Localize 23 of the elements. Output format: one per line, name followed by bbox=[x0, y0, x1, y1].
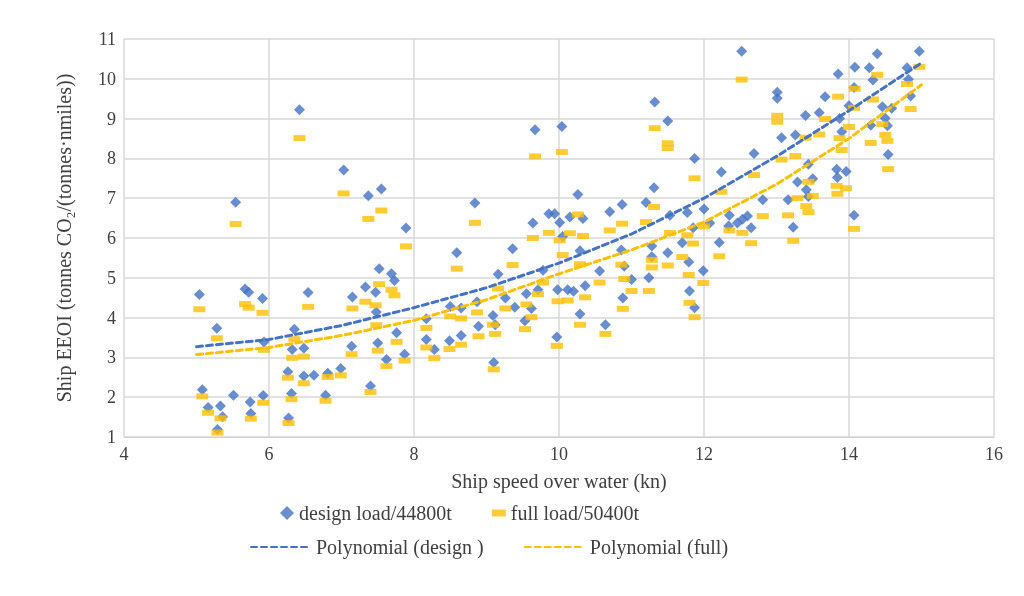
y-tick-label: 7 bbox=[107, 188, 116, 209]
y-axis-title: Ship EEOI (tonnes CO₂/(tonnes·nmiles)) bbox=[53, 73, 76, 403]
x-tick-label: 16 bbox=[985, 444, 1003, 464]
y-tick-label: 9 bbox=[107, 108, 116, 129]
legend-label: Polynomial (design ) bbox=[316, 536, 484, 559]
y-tick-label: 5 bbox=[107, 267, 116, 288]
x-tick-label: 8 bbox=[409, 444, 419, 464]
legend-label: Polynomial (full) bbox=[589, 536, 729, 559]
x-axis-title: Ship speed over water (kn) bbox=[451, 470, 667, 493]
legend-label: full load/50400t bbox=[510, 502, 640, 524]
y-tick-label: 1 bbox=[107, 427, 116, 447]
y-tick-label: 3 bbox=[107, 347, 116, 368]
y-tick-label: 6 bbox=[107, 228, 116, 248]
y-tick-label: 11 bbox=[98, 29, 116, 49]
x-tick-label: 14 bbox=[840, 444, 858, 464]
y-tick-label: 10 bbox=[98, 68, 116, 89]
y-tick-label: 8 bbox=[107, 148, 116, 169]
x-tick-label: 10 bbox=[550, 444, 568, 464]
x-tick-label: 6 bbox=[264, 444, 274, 464]
y-tick-label: 2 bbox=[107, 387, 116, 408]
legend-label: design load/44800t bbox=[299, 502, 453, 525]
x-tick-label: 12 bbox=[695, 444, 713, 464]
y-tick-label: 4 bbox=[107, 307, 116, 328]
